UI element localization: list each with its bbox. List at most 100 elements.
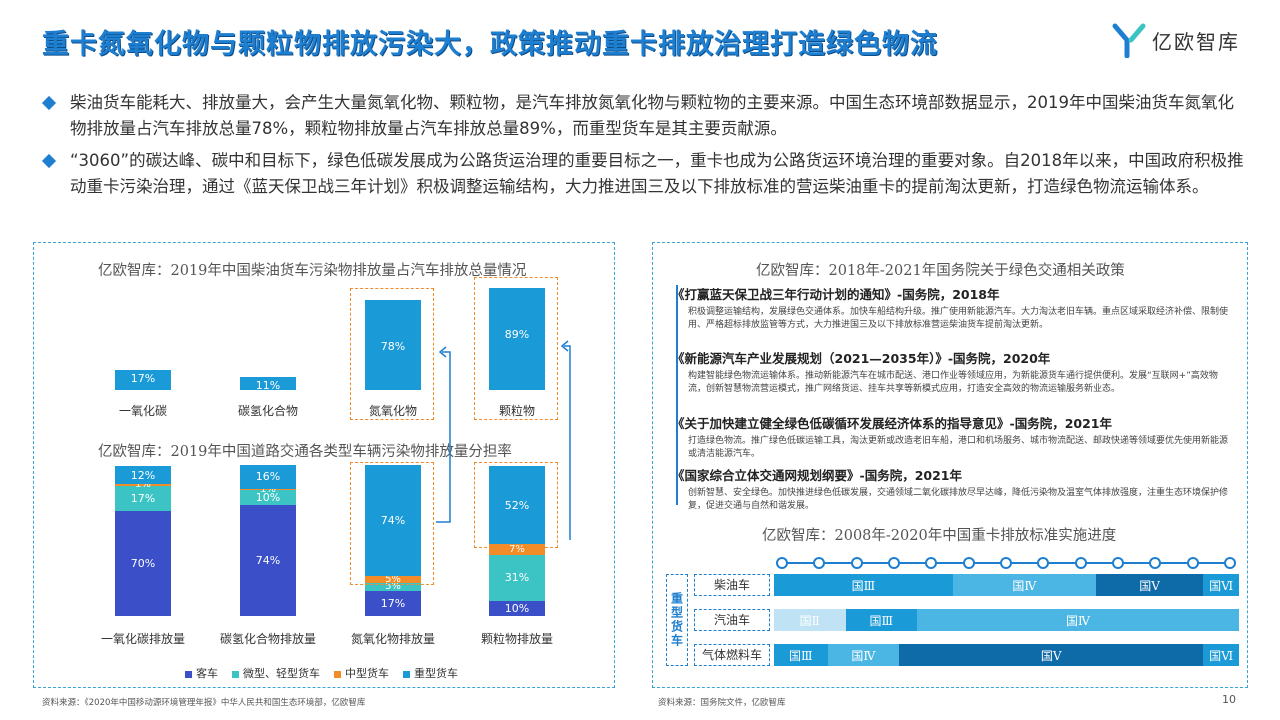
diamond-bullet-icon bbox=[41, 95, 57, 111]
legend-item: 中型货车 bbox=[334, 665, 389, 681]
chart2-bar-segment: 10% bbox=[240, 490, 296, 505]
timeline-dot bbox=[1000, 557, 1012, 569]
left-chart-panel bbox=[33, 242, 615, 688]
legend-label: 客车 bbox=[196, 667, 218, 680]
timeline-dot bbox=[925, 557, 938, 569]
standard-label: 国Ⅲ bbox=[869, 613, 894, 628]
chart1-bar: 78% bbox=[365, 300, 421, 390]
chart2-data-label: 17% bbox=[380, 596, 406, 610]
arrow-pm bbox=[564, 345, 571, 540]
chart2-bar-segment: 7% bbox=[489, 544, 545, 555]
chart2-data-label: 16% bbox=[255, 470, 281, 483]
legend-item: 重型货车 bbox=[403, 665, 458, 681]
chart1-category-label: 碳氢化合物 bbox=[237, 404, 298, 418]
arrow-nox bbox=[436, 351, 451, 523]
arrow-head-icon bbox=[438, 346, 447, 358]
highlight-box-nox-top bbox=[350, 288, 434, 420]
policy-item-title: 《打赢蓝天保卫战三年行动计划的通知》-国务院，2018年 bbox=[672, 287, 1000, 302]
legend-label: 重型货车 bbox=[414, 667, 458, 680]
standard-label: 国Ⅱ bbox=[799, 613, 820, 628]
policy-item: 《关于加快建立健全绿色低碳循环发展经济体系的指导意见》-国务院，2021年 打造… bbox=[672, 413, 1232, 461]
chart2-bar-segment: 17% bbox=[365, 590, 421, 616]
legend-label: 微型、轻型货车 bbox=[243, 667, 320, 680]
bullet-item: “3060”的碳达峰、碳中和目标下，绿色低碳发展成为公路货运治理的重要目标之一，… bbox=[41, 148, 1247, 200]
page-number: 10 bbox=[1222, 693, 1236, 706]
standard-segment: 国Ⅳ bbox=[827, 644, 900, 666]
timeline-dot bbox=[1149, 557, 1162, 569]
page-title: 重卡氮氧化物与颗粒物排放污染大，政策推动重卡排放治理打造绿色物流 bbox=[42, 29, 938, 60]
policy-item-title: 《新能源汽车产业发展规划（2021—2035年）》-国务院，2020年 bbox=[672, 351, 1051, 366]
standard-label: 国Ⅳ bbox=[1012, 578, 1037, 593]
timeline-dot bbox=[776, 557, 788, 569]
chart2-bar-segment: 1% bbox=[240, 484, 296, 495]
chart1: 17% 一氧化碳 11% 碳氢化合物 78% 氮氧化物 89% 颗粒物 bbox=[60, 280, 600, 420]
standard-label: 国Ⅴ bbox=[1139, 578, 1160, 593]
standard-bar: 国Ⅱ 国Ⅲ 国Ⅳ bbox=[774, 609, 1239, 631]
bullet-text: “3060”的碳达峰、碳中和目标下，绿色低碳发展成为公路货运治理的重要目标之一，… bbox=[70, 151, 1244, 196]
legend-swatch bbox=[232, 670, 239, 678]
highlight-box-pm-bottom bbox=[474, 462, 558, 548]
standard-segment: 国Ⅵ bbox=[1203, 644, 1239, 666]
chart1-data-label: 11% bbox=[255, 379, 281, 393]
legend-label: 中型货车 bbox=[345, 667, 389, 680]
chart2-data-label: 74% bbox=[255, 554, 281, 567]
policy-item-body: 创新智慧、安全绿色。加快推进绿色低碳发展，交通领域二氧化碳排放尽早达峰，降低污染… bbox=[688, 488, 1229, 511]
chart2-data-label: 5% bbox=[385, 581, 401, 593]
standard-segment: 国Ⅳ bbox=[952, 574, 1096, 596]
chart2-bar-segment: 74% bbox=[240, 505, 296, 616]
standard-segment: 国Ⅱ bbox=[774, 609, 846, 631]
timeline-dot bbox=[1224, 557, 1236, 569]
chart2-data-label: 31% bbox=[504, 571, 530, 585]
chart2-bar-segment: 5% bbox=[365, 574, 421, 585]
chart2-category-label: 碳氢化合物排放量 bbox=[219, 632, 316, 646]
left-source: 资料来源：《2020年中国移动源环境管理年报》中华人民共和国生态环境部，亿欧智库 bbox=[42, 698, 366, 708]
chart1-bar: 89% bbox=[489, 287, 545, 390]
chart2-category-label: 氮氧化物排放量 bbox=[350, 632, 435, 646]
timeline-dot bbox=[1074, 557, 1087, 569]
standard-segment: 国Ⅴ bbox=[899, 644, 1204, 666]
legend-item: 客车 bbox=[185, 665, 218, 681]
chart3-title: 亿欧智库：2008年-2020年中国重卡排放标准实施进度 bbox=[762, 528, 1117, 544]
standard-segment: 国Ⅴ bbox=[1095, 574, 1204, 596]
standard-segment: 国Ⅲ bbox=[845, 609, 918, 631]
policy-timeline-line bbox=[676, 285, 678, 505]
timeline-dot bbox=[888, 557, 900, 569]
policy-item: 《国家综合立体交通网规划纲要》-国务院，2021年 创新智慧、安全绿色。加快推进… bbox=[672, 465, 1232, 513]
standard-label: 国Ⅳ bbox=[851, 648, 876, 663]
policy-item-body: 积极调整运输结构，发展绿色交通体系。加快车船结构升级。推广使用新能源汽车。大力淘… bbox=[688, 307, 1229, 330]
chart2-bar-segment: 5% bbox=[365, 581, 421, 593]
chart2-bar-segment: 70% bbox=[115, 511, 171, 616]
timeline-dot bbox=[962, 557, 975, 569]
standard-bar: 国Ⅲ 国Ⅳ 国Ⅴ 国Ⅵ bbox=[774, 644, 1239, 666]
chart2-data-label: 70% bbox=[130, 557, 156, 570]
standard-segment: 国Ⅳ bbox=[917, 609, 1239, 631]
chart2-bar-segment: 10% bbox=[489, 601, 545, 616]
standard-segment: 国Ⅲ bbox=[774, 644, 828, 666]
timeline-dot bbox=[1037, 557, 1050, 569]
chart2: 70% 17% 1% 12% 一氧化碳排放量 74% 10% 1% 16% 碳氢化合物排放量 17%… bbox=[60, 462, 600, 652]
chart1-data-label: 89% bbox=[504, 327, 530, 341]
chart1-data-label: 17% bbox=[130, 372, 156, 386]
standard-label: 国Ⅵ bbox=[1209, 648, 1234, 663]
timeline-dot bbox=[813, 557, 826, 569]
logo-text: 亿欧智库 bbox=[1152, 29, 1240, 54]
chart1-data-label: 78% bbox=[380, 340, 406, 354]
chart2-bar-segment: 74% bbox=[365, 464, 421, 576]
standard-segment: 国Ⅲ bbox=[774, 574, 953, 596]
standard-label: 国Ⅵ bbox=[1209, 578, 1234, 593]
right-policy-panel bbox=[652, 242, 1248, 688]
policy-item-title: 《国家综合立体交通网规划纲要》-国务院，2021年 bbox=[672, 468, 962, 483]
chart2-data-label: 1% bbox=[135, 479, 151, 491]
standard-segment: 国Ⅵ bbox=[1203, 574, 1239, 596]
logo-icon bbox=[1112, 23, 1146, 58]
chart2-data-label: 17% bbox=[130, 491, 156, 505]
standard-bar: 国Ⅲ 国Ⅳ 国Ⅴ 国Ⅵ bbox=[774, 574, 1239, 596]
policy-item-body: 打造绿色物流。推广绿色低碳运输工具，淘汰更新或改造老旧车船，港口和机场服务、城市… bbox=[688, 436, 1229, 459]
logo: 亿欧智库 bbox=[1112, 22, 1240, 58]
timeline-dot bbox=[1186, 557, 1199, 569]
chart2-bar-segment: 1% bbox=[115, 479, 171, 490]
bullet-item: 柴油货车能耗大、排放量大，会产生大量氮氧化物、颗粒物，是汽车排放氮氧化物与颗粒物… bbox=[41, 90, 1247, 142]
policy-item-title: 《关于加快建立健全绿色低碳循环发展经济体系的指导意见》-国务院，2021年 bbox=[672, 416, 1112, 431]
standard-label: 国Ⅲ bbox=[851, 578, 876, 593]
chart2-bar-segment: 31% bbox=[489, 554, 545, 601]
